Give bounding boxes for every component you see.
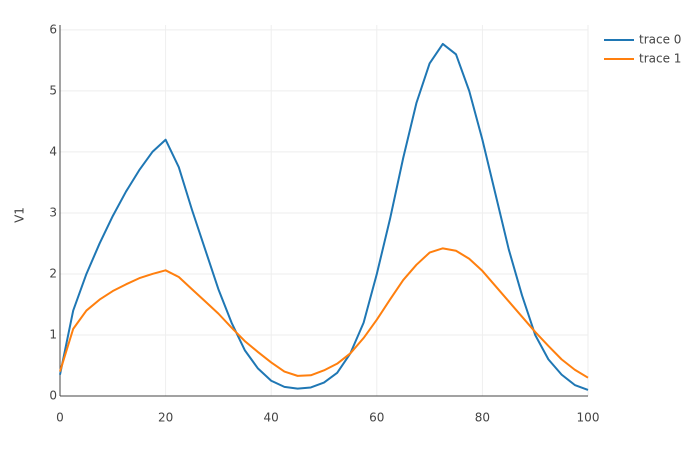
y-tick-label: 4 (49, 144, 57, 158)
y-tick-label: 1 (49, 327, 57, 341)
y-axis-label: V1 (13, 207, 27, 223)
legend-label: trace 0 (639, 33, 681, 47)
y-tick-label: 0 (49, 389, 57, 403)
x-tick-label: 80 (475, 411, 490, 425)
x-tick-label: 0 (56, 411, 64, 425)
line-series (59, 247, 589, 379)
x-tick-label: 20 (158, 411, 173, 425)
y-tick-label: 5 (49, 83, 57, 97)
y-tick-label: 2 (49, 266, 57, 280)
x-tick-label: 100 (577, 411, 600, 425)
x-tick-label: 40 (264, 411, 279, 425)
x-tick-label: 60 (369, 411, 384, 425)
y-tick-label: 6 (49, 22, 57, 36)
line-series (59, 42, 589, 391)
y-tick-label: 3 (49, 205, 57, 219)
legend-label: trace 1 (639, 52, 681, 66)
